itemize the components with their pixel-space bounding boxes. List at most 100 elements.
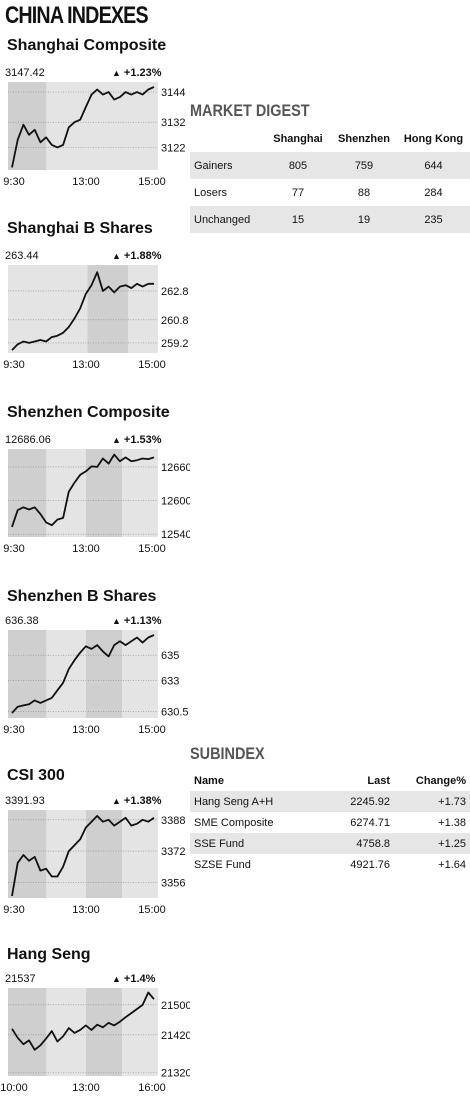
chart-change: ▲ +1.4%	[112, 973, 155, 985]
shaded-band	[86, 988, 122, 1076]
row-change: +1.64	[438, 858, 466, 871]
shaded-band	[86, 449, 122, 537]
chart-change: ▲ +1.88%	[112, 250, 162, 262]
column-header: Shenzhen	[338, 133, 390, 145]
chart-name: Hang Seng	[7, 946, 91, 963]
table-row: SZSE Fund 4921.76 +1.64	[190, 854, 470, 875]
y-tick-label: 630.5	[161, 707, 189, 719]
row-last: 6274.71	[350, 816, 390, 829]
x-tick-label: 13:00	[72, 1082, 100, 1094]
y-tick-label: 21320	[161, 1067, 190, 1079]
column-header: Last	[367, 774, 390, 787]
chart-change-value: +1.13%	[123, 615, 162, 627]
table-header-row: Shanghai Shenzhen Hong Kong	[190, 126, 470, 152]
x-tick-label: 15:00	[138, 904, 166, 916]
chart-last-value: 21537	[5, 973, 36, 985]
chart-last-value: 12686.06	[5, 434, 51, 446]
x-tick-label: 15:00	[138, 359, 166, 371]
cell-value: 759	[331, 152, 397, 179]
up-triangle-icon: ▲	[112, 68, 121, 78]
table-row: Hang Seng A+H 2245.92 +1.73	[190, 791, 470, 812]
column-header	[190, 126, 265, 152]
row-name: Hang Seng A+H	[190, 791, 330, 812]
cell-value: 235	[397, 206, 470, 233]
row-last: 4921.76	[350, 858, 390, 871]
series-line	[11, 86, 155, 168]
row-label: Gainers	[190, 152, 265, 179]
chart-change-value: +1.38%	[123, 795, 162, 807]
chart-change: ▲ +1.13%	[112, 615, 162, 627]
chart-name: Shanghai B Shares	[7, 220, 153, 237]
y-tick-label: 21500	[161, 1000, 190, 1012]
chart-svg: 12660 12600 12540 9:30 13:00 15:00	[3, 449, 190, 555]
chart-change: ▲ +1.38%	[112, 795, 162, 807]
subindex-title: SUBINDEX	[190, 744, 265, 763]
table-header-row: Name Last Change%	[190, 770, 470, 791]
x-tick-label: 9:30	[3, 724, 24, 736]
table-row: Losers 77 88 284	[190, 179, 470, 206]
y-tick-label: 635	[161, 650, 179, 662]
market-digest-table: Shanghai Shenzhen Hong Kong Gainers 805 …	[190, 126, 470, 233]
chart-last-value: 636.38	[5, 615, 39, 627]
x-tick-label: 15:00	[138, 724, 166, 736]
chart-change: ▲ +1.23%	[112, 67, 162, 79]
y-tick-label: 3132	[161, 117, 185, 129]
row-name: SME Composite	[194, 816, 274, 829]
x-tick-label: 13:00	[72, 724, 100, 736]
row-change: +1.73	[396, 791, 470, 812]
table-row: SSE Fund 4758.8 +1.25	[190, 833, 470, 854]
series-line	[11, 271, 154, 351]
x-tick-label: 9:30	[3, 904, 24, 916]
column-header: Hong Kong	[403, 133, 464, 145]
cell-value: 644	[397, 152, 470, 179]
subindex-table: Name Last Change% Hang Seng A+H 2245.92 …	[190, 770, 470, 875]
page-title: CHINA INDEXES	[5, 2, 149, 29]
x-tick-label: 16:00	[138, 1082, 166, 1094]
x-tick-label: 9:30	[3, 359, 24, 371]
series-line	[11, 815, 155, 897]
chart-svg: 3388 3372 3356 9:30 13:00 15:00	[3, 810, 185, 916]
y-tick-label: 12660	[161, 462, 190, 474]
chart-name: Shenzhen Composite	[7, 404, 170, 421]
column-header: Name	[194, 774, 224, 787]
shaded-band	[87, 265, 128, 353]
table-row: SME Composite 6274.71 +1.38	[190, 812, 470, 833]
chart-name: CSI 300	[7, 767, 65, 784]
y-tick-label: 12540	[161, 529, 190, 541]
x-tick-label: 15:00	[138, 543, 166, 555]
x-tick-label: 15:00	[138, 176, 166, 188]
y-tick-label: 3372	[161, 846, 185, 858]
row-change: +1.38	[438, 816, 466, 829]
y-tick-label: 3144	[161, 87, 185, 99]
chart-last-value: 3391.93	[5, 795, 45, 807]
chart-change-value: +1.53%	[123, 434, 162, 446]
row-label: Unchanged	[190, 206, 265, 233]
cell-value: 284	[424, 186, 443, 199]
row-label: Losers	[194, 186, 228, 199]
x-tick-label: 13:00	[72, 543, 100, 555]
chart-last-value: 3147.42	[5, 67, 45, 79]
cell-value: 15	[265, 206, 331, 233]
y-tick-label: 21420	[161, 1030, 190, 1042]
row-change: +1.25	[396, 833, 470, 854]
x-tick-label: 13:00	[72, 176, 100, 188]
table-row: Unchanged 15 19 235	[190, 206, 470, 233]
y-tick-label: 3122	[161, 142, 185, 154]
row-name: SSE Fund	[190, 833, 330, 854]
y-tick-label: 259.2	[161, 338, 189, 350]
chart-svg: 262.8 260.8 259.2 9:30 13:00 15:00	[3, 265, 189, 371]
row-last: 4758.8	[330, 833, 396, 854]
y-tick-label: 12600	[161, 496, 190, 508]
chart-change-value: +1.4%	[123, 973, 156, 985]
chart-change-value: +1.88%	[123, 250, 162, 262]
chart-svg: 21500 21420 21320 10:00 13:00 16:00	[0, 988, 190, 1094]
up-triangle-icon: ▲	[112, 616, 121, 626]
column-header: Change%	[415, 774, 466, 787]
up-triangle-icon: ▲	[112, 796, 121, 806]
x-tick-label: 9:30	[3, 543, 24, 555]
x-tick-label: 10:00	[0, 1082, 28, 1094]
series-line	[11, 634, 155, 714]
plot-background	[8, 265, 158, 353]
y-tick-label: 262.8	[161, 286, 189, 298]
series-line	[11, 453, 155, 528]
